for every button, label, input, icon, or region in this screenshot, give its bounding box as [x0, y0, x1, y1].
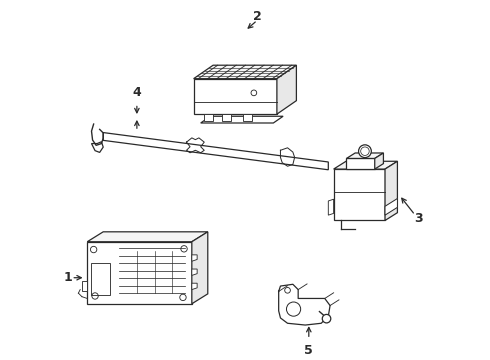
Polygon shape	[92, 142, 103, 152]
Circle shape	[322, 314, 331, 323]
Polygon shape	[346, 153, 384, 158]
Polygon shape	[328, 199, 334, 215]
Polygon shape	[192, 255, 197, 261]
Polygon shape	[243, 114, 252, 121]
Polygon shape	[385, 161, 397, 220]
Polygon shape	[375, 153, 384, 169]
Polygon shape	[87, 242, 192, 304]
Polygon shape	[222, 114, 231, 121]
Text: 5: 5	[304, 344, 313, 357]
Polygon shape	[346, 158, 375, 169]
Polygon shape	[103, 132, 328, 170]
Polygon shape	[192, 232, 208, 304]
Polygon shape	[334, 161, 397, 169]
Polygon shape	[82, 281, 87, 291]
Text: 4: 4	[132, 86, 141, 99]
Polygon shape	[385, 198, 397, 215]
Polygon shape	[201, 116, 283, 123]
Text: 2: 2	[253, 10, 262, 23]
Polygon shape	[194, 65, 296, 79]
Text: 1: 1	[63, 271, 72, 284]
Polygon shape	[277, 65, 296, 114]
Polygon shape	[334, 169, 385, 220]
Polygon shape	[194, 79, 277, 114]
Polygon shape	[87, 232, 208, 242]
Circle shape	[287, 302, 301, 316]
Text: 3: 3	[415, 212, 423, 225]
Polygon shape	[192, 283, 197, 289]
Polygon shape	[204, 114, 213, 121]
Polygon shape	[192, 269, 197, 275]
Circle shape	[359, 145, 371, 158]
